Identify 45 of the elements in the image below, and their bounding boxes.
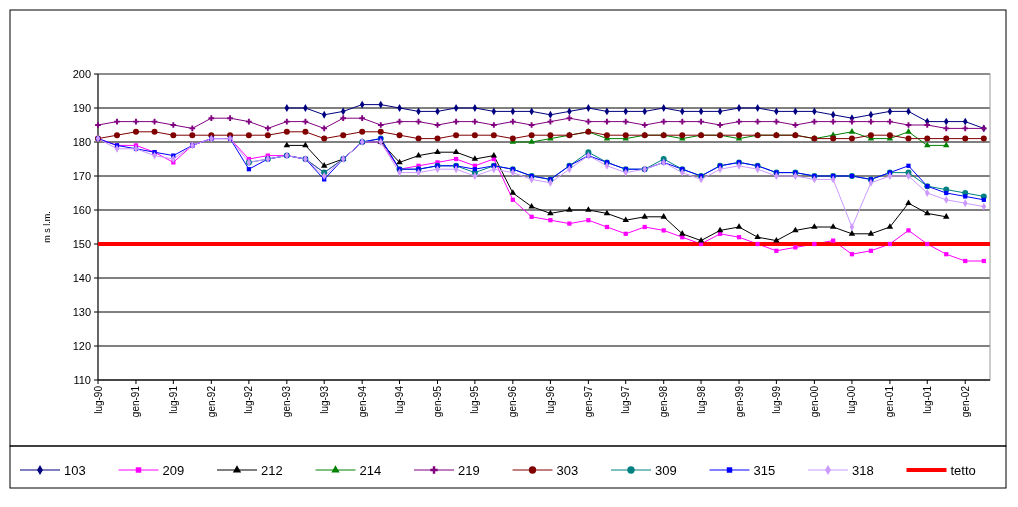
x-tick-label: gen-01 xyxy=(884,385,896,418)
x-tick-label: gen-98 xyxy=(658,385,670,418)
x-tick-label: lug-93 xyxy=(318,385,330,414)
x-tick-label: gen-93 xyxy=(281,385,293,418)
x-tick-label: gen-97 xyxy=(582,385,594,418)
legend-label: tetto xyxy=(950,462,976,478)
y-tick-label: 120 xyxy=(72,339,91,352)
x-tick-label: lug-97 xyxy=(620,385,632,414)
x-tick-label: lug-94 xyxy=(394,385,406,414)
y-tick-label: 140 xyxy=(72,271,91,284)
x-tick-label: lug-96 xyxy=(544,385,556,414)
y-tick-label: 160 xyxy=(72,203,91,216)
x-tick-label: gen-94 xyxy=(356,385,368,418)
legend-label: 318 xyxy=(852,462,874,478)
legend-label: 315 xyxy=(753,462,776,478)
x-tick-label: lug-99 xyxy=(770,385,782,414)
legend-label: 103 xyxy=(64,462,86,478)
x-tick-label: lug-00 xyxy=(846,385,858,414)
y-tick-label: 170 xyxy=(72,169,91,182)
y-tick-label: 190 xyxy=(72,101,91,114)
x-tick-label: gen-00 xyxy=(808,385,820,418)
y-tick-label: 200 xyxy=(72,67,91,80)
legend-label: 303 xyxy=(556,462,579,478)
y-tick-label: 150 xyxy=(72,237,91,250)
x-tick-label: gen-96 xyxy=(507,385,519,418)
y-axis-title: m s l.m. xyxy=(42,211,52,243)
y-tick-label: 130 xyxy=(72,305,91,318)
y-tick-label: 180 xyxy=(72,135,91,148)
x-tick-label: gen-02 xyxy=(959,385,971,418)
x-tick-label: lug-91 xyxy=(167,385,179,414)
x-tick-label: gen-92 xyxy=(205,385,217,418)
x-tick-label: lug-95 xyxy=(469,385,481,414)
legend-label: 219 xyxy=(458,462,480,478)
legend-label: 214 xyxy=(359,462,382,478)
x-tick-label: gen-99 xyxy=(733,385,745,418)
y-tick-label: 110 xyxy=(73,373,91,386)
x-tick-label: lug-92 xyxy=(243,385,255,414)
legend-label: 209 xyxy=(162,462,185,478)
x-tick-label: lug-98 xyxy=(695,385,707,414)
legend-label: 309 xyxy=(655,462,677,478)
x-tick-label: gen-95 xyxy=(432,385,443,418)
x-tick-label: gen-91 xyxy=(130,385,142,418)
x-tick-label: lug-01 xyxy=(921,385,933,414)
legend-label: 212 xyxy=(261,462,283,478)
x-tick-label: lug-90 xyxy=(92,385,104,414)
